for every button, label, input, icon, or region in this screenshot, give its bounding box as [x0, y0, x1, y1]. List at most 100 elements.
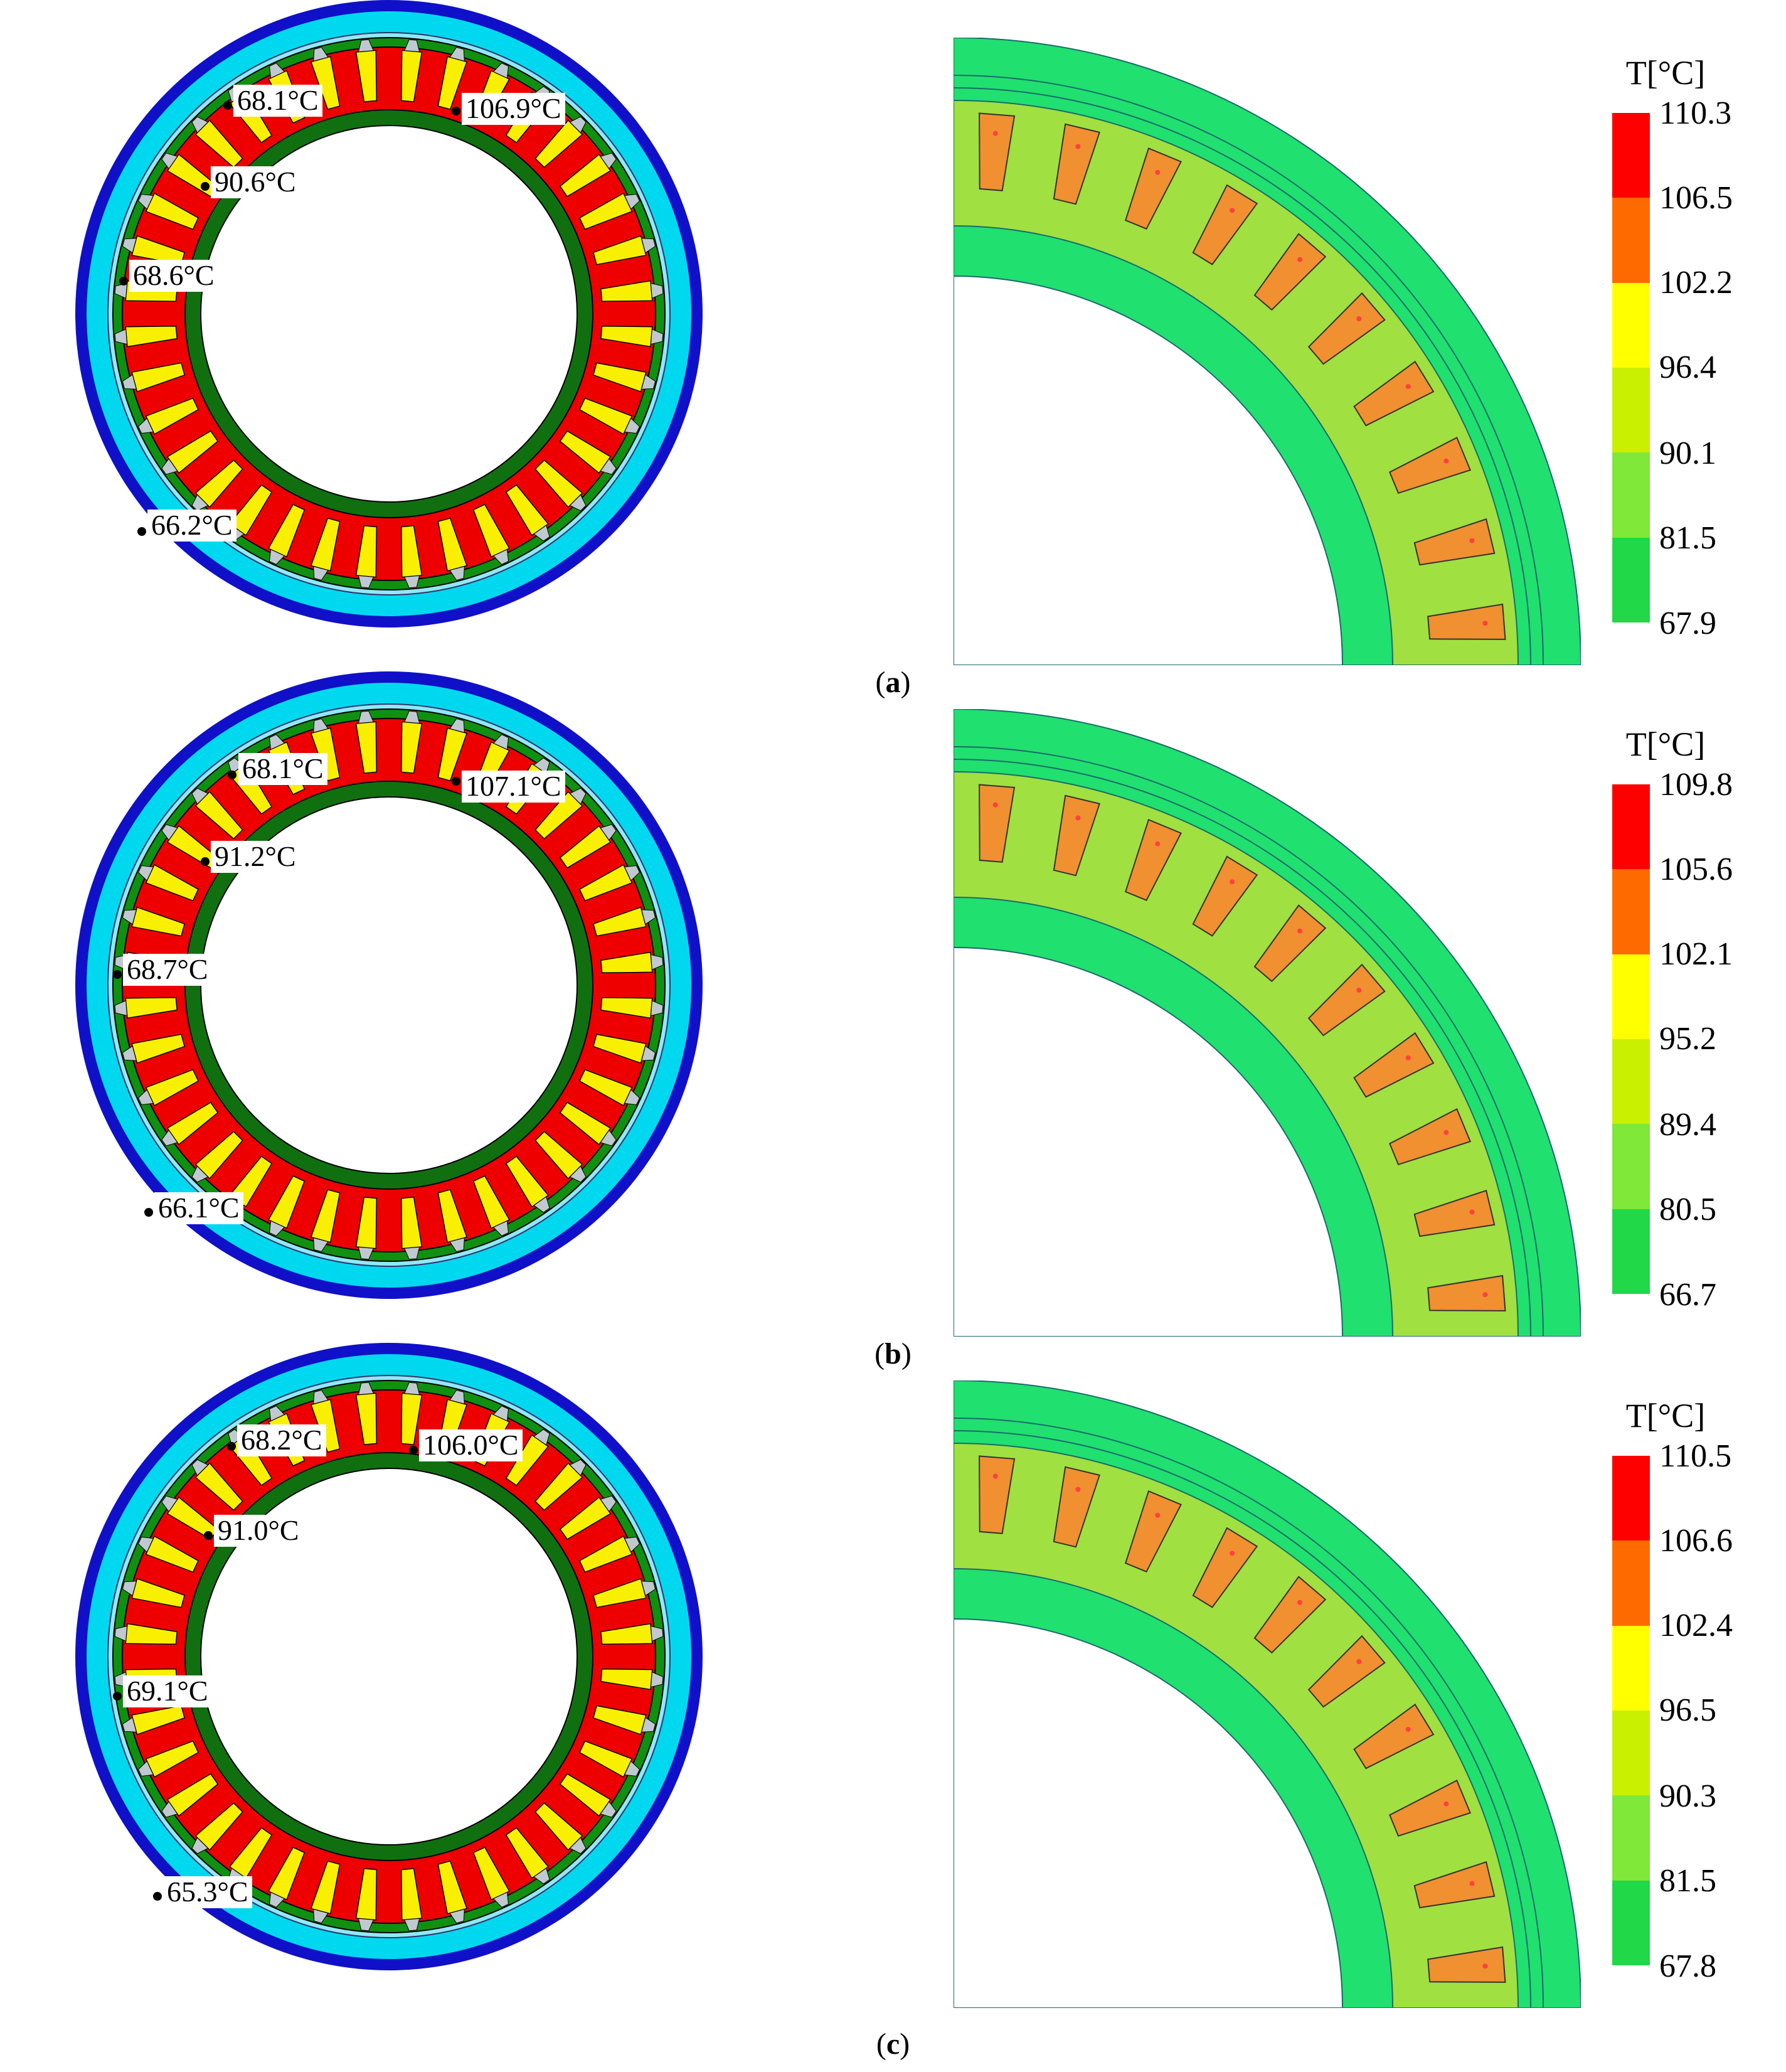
slot-wedge — [114, 328, 128, 345]
winding-slot — [400, 1392, 423, 1446]
legend-value: 110.3 — [1659, 95, 1732, 131]
winding-slot — [600, 325, 653, 348]
winding-slot — [267, 1846, 306, 1901]
coil-section — [979, 784, 1016, 863]
coil-section — [1427, 1274, 1506, 1311]
winding-slot — [355, 525, 378, 578]
legend-value: 106.6 — [1659, 1523, 1733, 1559]
legend-swatch — [1612, 1541, 1650, 1626]
winding-slot — [578, 1740, 633, 1778]
slot-wedge — [533, 1196, 550, 1213]
slot-wedge — [122, 1045, 137, 1061]
slot-wedge — [161, 1129, 178, 1146]
winding-slot — [578, 397, 633, 435]
temperature-label: 91.0°C — [214, 1514, 303, 1547]
slot-wedge — [268, 1220, 285, 1237]
winding-slot — [600, 1668, 653, 1690]
slot-wedge — [600, 1801, 617, 1818]
legend-value: 90.1 — [1659, 435, 1716, 471]
hotspot-marker — [1482, 1292, 1488, 1298]
winding-slot — [600, 951, 653, 974]
slot-wedge — [650, 328, 664, 345]
hotspot-marker — [1230, 1551, 1235, 1556]
coil-section — [1307, 963, 1386, 1037]
temperature-label: 69.1°C — [123, 1675, 212, 1707]
hotspot-marker — [1356, 988, 1362, 993]
hotspot-marker — [1230, 879, 1235, 885]
winding-slot — [400, 1867, 423, 1921]
winding-slot — [166, 1101, 219, 1146]
hotspot-marker — [1405, 383, 1411, 389]
legend-value: 95.2 — [1659, 1021, 1716, 1057]
slot-wedge — [533, 757, 550, 774]
panel-letter: a — [885, 666, 901, 699]
slot-wedge — [228, 757, 245, 774]
quarter-section-detail — [954, 709, 1581, 1337]
slot-wedge — [358, 39, 375, 53]
legend-value: 89.4 — [1659, 1107, 1716, 1143]
temperature-label: 106.0°C — [419, 1429, 523, 1461]
coil-section — [979, 112, 1016, 191]
slot-wedge — [492, 62, 509, 79]
probe-point — [153, 1892, 162, 1901]
winding-slot — [310, 56, 341, 110]
slot-wedge — [122, 374, 137, 390]
temperature-label: 91.2°C — [211, 840, 300, 873]
winding-slot — [505, 1434, 550, 1487]
temperature-label: 66.2°C — [147, 509, 237, 542]
slot-wedge — [403, 1918, 420, 1931]
slot-wedge — [137, 1089, 154, 1106]
coil-section — [1307, 292, 1386, 365]
probe-point — [409, 1446, 418, 1455]
hotspot-marker — [1155, 1512, 1161, 1518]
panel-label: (b) — [874, 1337, 912, 1370]
legend-value: 67.8 — [1659, 1948, 1716, 1984]
slot-wedge — [492, 1405, 509, 1422]
slot-wedge — [650, 1671, 664, 1688]
winding-slot — [534, 1462, 583, 1511]
slot-wedge — [268, 1891, 285, 1908]
slot-wedge — [624, 1760, 641, 1777]
winding-slot — [534, 119, 583, 168]
legend-swatch — [1612, 537, 1650, 622]
slot-wedge — [600, 824, 617, 841]
slot-wedge — [650, 954, 664, 971]
slot-wedge — [403, 575, 420, 589]
slot-wedge — [313, 1389, 329, 1405]
winding-slot — [355, 1867, 378, 1921]
panel-label: (c) — [876, 2027, 910, 2061]
winding-slot — [534, 791, 583, 840]
slot-wedge — [449, 1908, 465, 1924]
coil-section — [1053, 123, 1100, 205]
slot-wedge — [161, 824, 178, 841]
slot-wedge — [358, 575, 375, 589]
bore — [200, 1468, 578, 1845]
slot-wedge — [600, 458, 617, 475]
slot-wedge — [313, 718, 329, 734]
coil-section — [1353, 1032, 1435, 1098]
winding-slot — [131, 1033, 186, 1064]
hotspot-marker — [992, 1473, 998, 1479]
panel-b: 68.1°C 107.1°C 91.2°C 68.7°C 66.1°C T[°C… — [0, 671, 1786, 1370]
slot-wedge — [449, 1389, 465, 1405]
winding-slot — [125, 996, 178, 1019]
legend-swatch — [1612, 1456, 1650, 1541]
winding-slot — [355, 721, 378, 774]
temperature-label: 68.2°C — [237, 1424, 326, 1456]
winding-slot — [534, 1131, 583, 1180]
slot-wedge — [569, 1459, 587, 1477]
hotspot-marker — [1356, 316, 1362, 321]
coil-section — [1192, 855, 1258, 937]
coil-section — [1253, 904, 1327, 983]
legend-value: 80.5 — [1659, 1192, 1716, 1227]
legend-swatch — [1612, 282, 1650, 368]
winding-slot — [400, 525, 423, 578]
slot-wedge — [137, 1760, 154, 1777]
winding-slot — [559, 430, 612, 474]
winding-slot — [505, 1827, 550, 1879]
hotspot-marker — [1405, 1726, 1411, 1732]
legend-swatch — [1612, 1710, 1650, 1796]
legend-swatch — [1612, 1795, 1650, 1881]
winding-slot — [310, 1860, 341, 1914]
coil-section — [1353, 360, 1435, 427]
